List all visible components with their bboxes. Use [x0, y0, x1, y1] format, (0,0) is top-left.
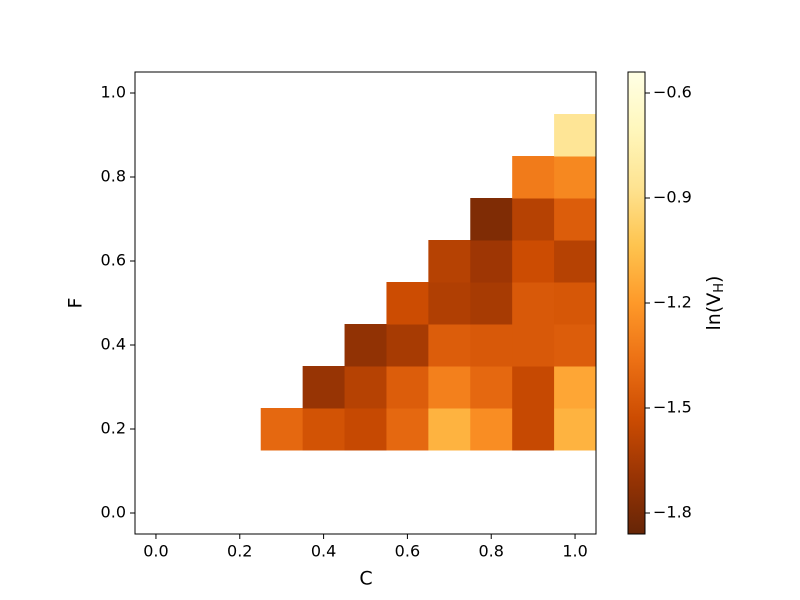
- colorbar-tick-label: −1.2: [653, 293, 692, 312]
- y-tick-label: 0.2: [101, 419, 126, 438]
- plot-frame: [134, 71, 597, 535]
- colorbar-label-part: ln(V: [703, 293, 725, 331]
- x-tick-label: 1.0: [562, 542, 587, 561]
- x-tick-label: 0.8: [479, 542, 504, 561]
- heatmap-cell: [344, 366, 387, 409]
- heatmap-cell: [512, 408, 555, 451]
- heatmap-cell: [554, 408, 597, 451]
- x-tick-label: 0.0: [143, 542, 168, 561]
- y-tick-label: 0.6: [101, 251, 126, 270]
- heatmap-cell: [470, 240, 513, 283]
- y-tick-label: 0.4: [101, 335, 126, 354]
- heatmap-cell: [260, 408, 304, 451]
- heatmap-cell: [386, 408, 429, 451]
- heatmap-cell: [554, 114, 597, 157]
- heatmap-cell: [386, 324, 429, 367]
- heatmap-cell: [470, 324, 513, 367]
- colorbar-label-sub: H: [712, 283, 727, 293]
- heatmap-cell: [302, 366, 346, 409]
- x-tick-label: 0.2: [227, 542, 252, 561]
- colorbar-label-part: ): [703, 276, 725, 283]
- x-tick-label: 0.6: [395, 542, 420, 561]
- heatmap-cell: [554, 324, 597, 367]
- heatmap-cell: [554, 240, 597, 283]
- heatmap-cell: [428, 366, 471, 409]
- colorbar-label: ln(VH): [703, 276, 727, 331]
- y-tick-label: 1.0: [101, 83, 126, 102]
- heatmap-cell: [554, 366, 597, 409]
- colorbar-tick-label: −1.8: [653, 503, 692, 522]
- heatmap-cell: [428, 240, 471, 283]
- heatmap-cell: [512, 366, 555, 409]
- heatmap-cell: [512, 198, 555, 241]
- heatmap-cell: [470, 282, 513, 325]
- colorbar-tick-label: −0.6: [653, 83, 692, 102]
- heatmap-cell: [512, 282, 555, 325]
- heatmap-cell: [470, 198, 513, 241]
- heatmap-cell: [470, 408, 513, 451]
- heatmap-cell: [512, 324, 555, 367]
- colorbar-tick-label: −1.5: [653, 398, 692, 417]
- colorbar-tick-label: −0.9: [653, 188, 692, 207]
- x-tick-label: 0.4: [311, 542, 336, 561]
- heatmap-cell: [512, 240, 555, 283]
- heatmap-cell: [554, 198, 597, 241]
- heatmap-cell: [302, 408, 346, 451]
- heatmap-cell: [344, 408, 387, 451]
- y-axis-label: F: [65, 298, 87, 309]
- y-tick-label: 0.8: [101, 167, 126, 186]
- heatmap-cell: [386, 282, 429, 325]
- heatmap-cell: [344, 324, 387, 367]
- heatmap-cell: [428, 408, 471, 451]
- heatmap-cell: [386, 366, 429, 409]
- y-tick-label: 0.0: [101, 503, 126, 522]
- x-axis-label: C: [359, 568, 372, 590]
- heatmap-cell: [554, 282, 597, 325]
- heatmap-cell: [428, 324, 471, 367]
- heatmap-cell: [428, 282, 471, 325]
- heatmap-cell: [512, 156, 555, 199]
- heatmap-cell: [554, 156, 597, 199]
- colorbar: [627, 71, 646, 535]
- heatmap-cell: [470, 366, 513, 409]
